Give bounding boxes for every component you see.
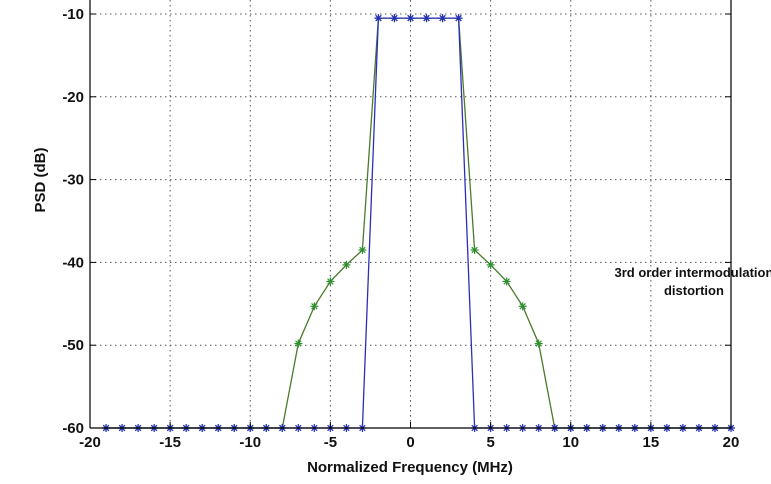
- y-axis-label: PSD (dB): [32, 148, 49, 213]
- grid: [90, 0, 731, 428]
- y-tick-label: -40: [62, 254, 84, 271]
- x-tick-label: -15: [159, 434, 181, 451]
- marker-stroke: [471, 246, 478, 254]
- y-tick-label: -50: [62, 337, 84, 354]
- marker-stroke: [311, 303, 318, 310]
- marker-stroke: [487, 261, 494, 269]
- x-axis-label: Normalized Frequency (MHz): [307, 459, 513, 476]
- x-tick-label: 15: [643, 434, 660, 451]
- marker-stroke: [519, 303, 526, 310]
- series-marker-0: [534, 339, 543, 348]
- marker-stroke: [423, 14, 430, 22]
- annotation-line-2: distortion: [664, 283, 724, 298]
- y-tick-label: -20: [62, 89, 84, 106]
- marker-stroke: [503, 278, 510, 285]
- series-marker-0: [310, 302, 319, 311]
- series-marker-0: [342, 260, 351, 269]
- series-marker-1: [390, 14, 399, 23]
- marker-stroke: [295, 340, 302, 347]
- y-tick-label: -10: [62, 6, 84, 23]
- annotation-line-1: 3rd order intermodulation: [615, 265, 771, 280]
- series-marker-1: [438, 14, 447, 23]
- series-marker-1: [454, 14, 463, 23]
- y-tick-label: -30: [62, 172, 84, 189]
- y-tick-label: -60: [62, 420, 84, 437]
- series-marker-0: [326, 277, 335, 286]
- plot-area: [90, 0, 731, 428]
- marker-stroke: [375, 14, 382, 22]
- x-tick-label: -20: [79, 434, 101, 451]
- series-marker-0: [502, 277, 511, 286]
- marker-stroke: [455, 14, 462, 22]
- x-tick-label: 10: [562, 434, 579, 451]
- marker-stroke: [391, 14, 398, 22]
- marker-stroke: [439, 14, 446, 22]
- series-marker-0: [294, 339, 303, 348]
- x-tick-label: 20: [723, 434, 740, 451]
- marker-stroke: [359, 246, 366, 254]
- x-tick-label: -5: [324, 434, 337, 451]
- marker-stroke: [407, 14, 414, 22]
- series-marker-1: [406, 14, 415, 23]
- axes: [89, 0, 732, 429]
- series-marker-0: [486, 260, 495, 269]
- tick-labels: -20 -15 -10 -5 0 5 10 15 20-10-20-30-40-50-60: [62, 6, 739, 451]
- series-marker-1: [422, 14, 431, 23]
- series-marker-0: [470, 245, 479, 254]
- series-marker-0: [518, 302, 527, 311]
- marker-stroke: [343, 261, 350, 269]
- series-marker-1: [374, 14, 383, 23]
- series-marker-0: [358, 245, 367, 254]
- x-tick-label: 0: [406, 434, 414, 451]
- marker-stroke: [327, 278, 334, 285]
- x-tick-label: 5: [486, 434, 494, 451]
- marker-stroke: [535, 340, 542, 347]
- x-tick-label: -10: [239, 434, 261, 451]
